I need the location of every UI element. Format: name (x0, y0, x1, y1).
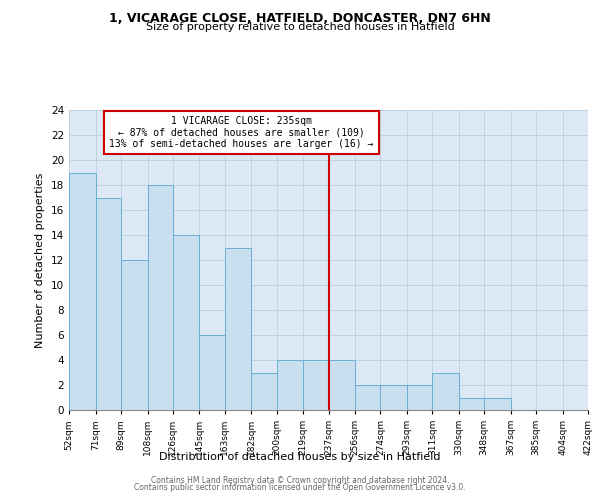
Text: Size of property relative to detached houses in Hatfield: Size of property relative to detached ho… (146, 22, 454, 32)
Text: 1 VICARAGE CLOSE: 235sqm
← 87% of detached houses are smaller (109)
13% of semi-: 1 VICARAGE CLOSE: 235sqm ← 87% of detach… (109, 116, 374, 150)
Bar (459, 398, 484, 410)
Bar (148, 185, 173, 410)
Bar (355, 385, 380, 410)
Bar (303, 360, 329, 410)
Bar (329, 360, 355, 410)
Bar (199, 335, 225, 410)
Bar (95, 198, 121, 410)
Text: Contains public sector information licensed under the Open Government Licence v3: Contains public sector information licen… (134, 484, 466, 492)
Bar (380, 385, 407, 410)
Bar (69, 172, 95, 410)
Text: Distribution of detached houses by size in Hatfield: Distribution of detached houses by size … (159, 452, 441, 462)
Text: 1, VICARAGE CLOSE, HATFIELD, DONCASTER, DN7 6HN: 1, VICARAGE CLOSE, HATFIELD, DONCASTER, … (109, 12, 491, 26)
Text: Contains HM Land Registry data © Crown copyright and database right 2024.: Contains HM Land Registry data © Crown c… (151, 476, 449, 485)
Bar (251, 372, 277, 410)
Bar (407, 385, 432, 410)
Bar (484, 398, 511, 410)
Y-axis label: Number of detached properties: Number of detached properties (35, 172, 46, 348)
Bar (277, 360, 303, 410)
Bar (225, 248, 251, 410)
Bar (173, 235, 199, 410)
Bar (121, 260, 148, 410)
Bar (432, 372, 459, 410)
